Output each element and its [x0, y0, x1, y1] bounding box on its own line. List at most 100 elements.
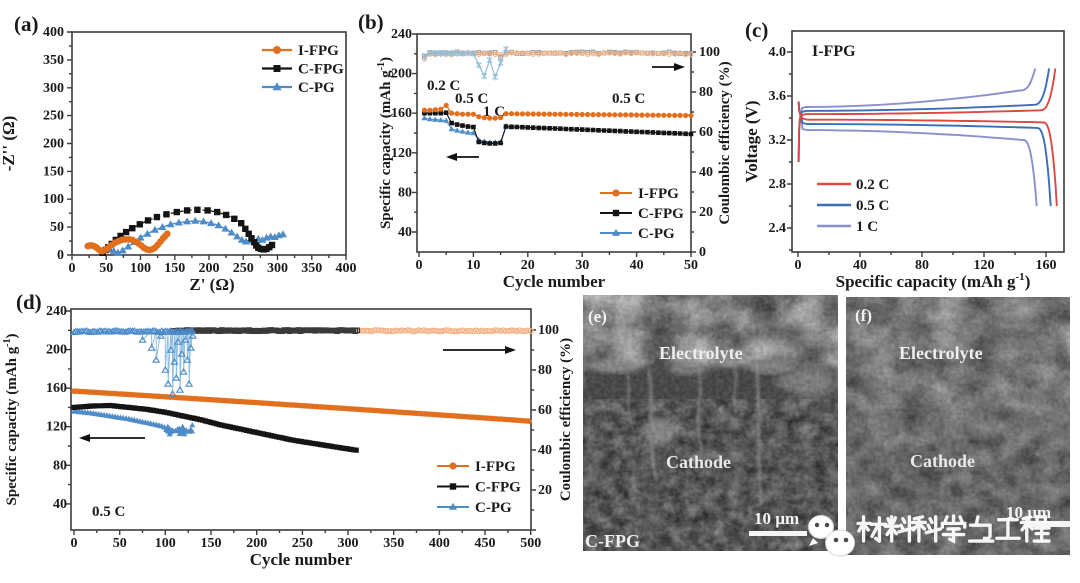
svg-text:C-FPG: C-FPG — [475, 480, 521, 496]
svg-text:0.5 C: 0.5 C — [856, 198, 889, 214]
svg-text:(b): (b) — [358, 10, 384, 34]
svg-text:Voltage (V): Voltage (V) — [742, 101, 761, 183]
svg-text:Coulombic efficiency (%): Coulombic efficiency (%) — [558, 338, 574, 501]
svg-text:120: 120 — [974, 258, 995, 273]
svg-text:I-FPG: I-FPG — [475, 459, 516, 475]
svg-text:250: 250 — [43, 109, 64, 124]
svg-text:100: 100 — [43, 192, 64, 207]
svg-text:Coulombic efficiency (%): Coulombic efficiency (%) — [717, 61, 733, 224]
svg-text:I-FPG: I-FPG — [298, 43, 339, 59]
svg-text:(c): (c) — [745, 18, 768, 42]
svg-text:Cathode: Cathode — [910, 451, 975, 471]
svg-text:60: 60 — [538, 403, 552, 418]
svg-text:20: 20 — [538, 483, 552, 498]
svg-text:(a): (a) — [14, 12, 39, 36]
svg-text:4.0: 4.0 — [769, 45, 787, 60]
svg-text:C-PG: C-PG — [298, 80, 335, 96]
svg-text:C-PG: C-PG — [638, 226, 675, 242]
svg-text:0: 0 — [71, 536, 78, 551]
svg-text:150: 150 — [43, 164, 64, 179]
svg-text:Specific capacity (mAh g-1): Specific capacity (mAh g-1) — [376, 57, 394, 229]
svg-text:100: 100 — [538, 323, 559, 338]
svg-text:100: 100 — [699, 45, 720, 60]
svg-text:Specific capacity (mAh g-1): Specific capacity (mAh g-1) — [836, 271, 1031, 291]
svg-text:30: 30 — [575, 258, 589, 273]
svg-text:300: 300 — [267, 261, 288, 276]
svg-text:40: 40 — [53, 497, 67, 512]
svg-text:C-FPG: C-FPG — [298, 62, 344, 78]
svg-text:350: 350 — [383, 536, 404, 551]
svg-text:400: 400 — [429, 536, 450, 551]
svg-text:Electrolyte: Electrolyte — [899, 343, 983, 363]
svg-text:160: 160 — [46, 381, 67, 396]
svg-text:40: 40 — [630, 258, 644, 273]
svg-text:-Z'' (Ω): -Z'' (Ω) — [0, 116, 18, 172]
svg-text:200: 200 — [391, 67, 412, 82]
svg-text:240: 240 — [46, 304, 67, 319]
svg-text:0.2 C: 0.2 C — [427, 78, 460, 94]
svg-text:Cycle number: Cycle number — [250, 550, 353, 569]
svg-text:Electrolyte: Electrolyte — [659, 343, 743, 363]
svg-text:0.2 C: 0.2 C — [856, 177, 889, 193]
svg-text:350: 350 — [301, 261, 322, 276]
svg-text:80: 80 — [699, 85, 713, 100]
svg-text:0: 0 — [795, 258, 802, 273]
svg-text:0: 0 — [57, 248, 64, 263]
svg-text:300: 300 — [338, 536, 359, 551]
svg-text:80: 80 — [538, 363, 552, 378]
svg-text:160: 160 — [1036, 258, 1057, 273]
svg-text:0.5 C: 0.5 C — [92, 504, 125, 520]
svg-text:(f): (f) — [855, 306, 872, 325]
svg-text:100: 100 — [155, 536, 176, 551]
svg-text:450: 450 — [475, 536, 496, 551]
svg-text:120: 120 — [46, 420, 67, 435]
svg-text:400: 400 — [336, 261, 357, 276]
svg-text:80: 80 — [53, 458, 67, 473]
svg-text:200: 200 — [246, 536, 267, 551]
svg-text:250: 250 — [233, 261, 254, 276]
svg-text:0: 0 — [69, 261, 76, 276]
svg-text:20: 20 — [521, 258, 535, 273]
svg-text:Z' (Ω): Z' (Ω) — [189, 275, 234, 294]
svg-text:40: 40 — [853, 258, 867, 273]
svg-text:60: 60 — [699, 125, 713, 140]
svg-text:I-FPG: I-FPG — [812, 43, 856, 60]
svg-text:2.4: 2.4 — [769, 221, 787, 236]
svg-text:240: 240 — [391, 27, 412, 42]
svg-text:400: 400 — [43, 25, 64, 40]
svg-text:200: 200 — [43, 137, 64, 152]
svg-text:0.5 C: 0.5 C — [455, 91, 488, 107]
svg-text:160: 160 — [391, 106, 412, 121]
svg-text:C-FPG: C-FPG — [638, 206, 684, 222]
svg-text:(d): (d) — [16, 290, 42, 314]
svg-text:2.8: 2.8 — [769, 177, 787, 192]
svg-text:50: 50 — [684, 258, 698, 273]
svg-text:150: 150 — [201, 536, 222, 551]
svg-text:20: 20 — [699, 205, 713, 220]
svg-text:0: 0 — [699, 245, 706, 260]
svg-text:200: 200 — [199, 261, 220, 276]
svg-text:Specific capacity (mAh g-1): Specific capacity (mAh g-1) — [2, 333, 20, 505]
svg-text:200: 200 — [46, 343, 67, 358]
svg-text:10 µm: 10 µm — [754, 509, 799, 528]
svg-text:50: 50 — [50, 220, 64, 235]
svg-text:0: 0 — [416, 258, 423, 273]
svg-text:1 C: 1 C — [856, 219, 878, 235]
svg-text:120: 120 — [391, 146, 412, 161]
svg-text:300: 300 — [43, 81, 64, 96]
svg-text:50: 50 — [113, 536, 127, 551]
svg-text:(e): (e) — [588, 307, 607, 326]
svg-text:40: 40 — [538, 443, 552, 458]
svg-text:40: 40 — [699, 165, 713, 180]
svg-text:40: 40 — [398, 225, 412, 240]
svg-text:350: 350 — [43, 53, 64, 68]
svg-text:3.2: 3.2 — [769, 133, 787, 148]
svg-text:3.6: 3.6 — [769, 89, 787, 104]
svg-text:0.5 C: 0.5 C — [612, 91, 645, 107]
svg-text:50: 50 — [99, 261, 113, 276]
svg-text:250: 250 — [292, 536, 313, 551]
svg-text:10: 10 — [466, 258, 480, 273]
svg-text:I-FPG: I-FPG — [638, 186, 679, 202]
svg-text:Cathode: Cathode — [666, 452, 731, 472]
svg-text:C-FPG: C-FPG — [585, 531, 640, 551]
